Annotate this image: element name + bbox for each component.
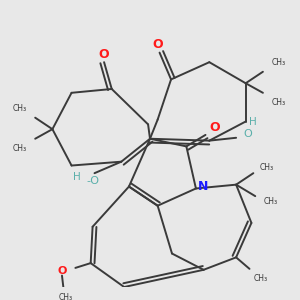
Text: O: O (243, 129, 252, 139)
Text: O: O (99, 48, 110, 61)
Text: CH₃: CH₃ (13, 144, 27, 153)
Text: CH₃: CH₃ (254, 274, 268, 283)
Text: N: N (197, 180, 208, 193)
Text: O: O (57, 266, 67, 276)
Text: H: H (74, 172, 81, 182)
Text: CH₃: CH₃ (271, 58, 285, 67)
Text: O: O (210, 121, 220, 134)
Text: CH₃: CH₃ (13, 103, 27, 112)
Text: -O: -O (86, 176, 99, 186)
Text: H: H (250, 118, 257, 128)
Text: CH₃: CH₃ (59, 293, 73, 300)
Text: O: O (152, 38, 163, 52)
Text: CH₃: CH₃ (260, 163, 274, 172)
Text: CH₃: CH₃ (271, 98, 285, 107)
Text: CH₃: CH₃ (263, 197, 278, 206)
